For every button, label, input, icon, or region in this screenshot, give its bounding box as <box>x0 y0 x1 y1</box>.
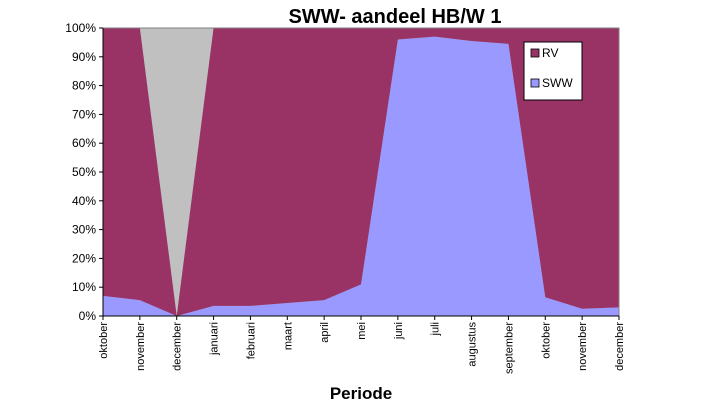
x-tick-label: oktober <box>540 322 552 359</box>
x-tick-label: juli <box>430 322 442 336</box>
x-tick-label: augustus <box>467 322 479 367</box>
x-tick-label: december <box>614 322 626 371</box>
y-tick-label: 20% <box>72 251 96 265</box>
x-tick-label: juni <box>393 322 405 340</box>
chart-title: SWW- aandeel HB/W 1 <box>289 6 502 28</box>
legend-label-sww: SWW <box>542 76 573 90</box>
x-tick-label: mei <box>356 322 368 340</box>
x-tick-label: september <box>503 322 515 374</box>
y-tick-label: 80% <box>72 79 96 93</box>
legend-swatch-sww <box>530 78 540 88</box>
y-tick-label: 70% <box>72 107 96 121</box>
y-tick-label: 100% <box>65 21 96 35</box>
x-tick-label: november <box>135 322 147 371</box>
x-tick-label: maart <box>282 322 294 350</box>
y-tick-label: 30% <box>72 223 96 237</box>
y-tick-label: 90% <box>72 50 96 64</box>
axes: 0% 10% 20% 30% 40% 50% 60% 70% 80% 90% 100% oktober… <box>65 21 626 374</box>
series-area-rv <box>103 28 619 316</box>
x-tick-label: april <box>319 322 331 343</box>
x-tick-label: november <box>577 322 589 371</box>
series-area-sww <box>103 36 619 316</box>
x-tick-label: december <box>172 322 184 371</box>
legend-label-rv: RV <box>542 46 558 60</box>
y-tick-label: 0% <box>79 309 97 323</box>
legend-swatch-rv <box>530 48 540 58</box>
x-tick-label: januari <box>209 322 221 356</box>
x-tick-label: februari <box>245 322 257 359</box>
x-axis-label: Periode <box>330 384 392 403</box>
y-tick-label: 50% <box>72 165 96 179</box>
y-tick-label: 60% <box>72 136 96 150</box>
legend: RV SWW <box>523 41 583 101</box>
y-tick-label: 40% <box>72 194 96 208</box>
x-tick-label: oktober <box>98 322 110 359</box>
y-tick-label: 10% <box>72 280 96 294</box>
